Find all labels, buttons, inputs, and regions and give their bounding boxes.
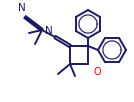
Text: N: N: [18, 3, 26, 13]
Text: N: N: [45, 26, 53, 36]
Text: O: O: [93, 67, 101, 77]
